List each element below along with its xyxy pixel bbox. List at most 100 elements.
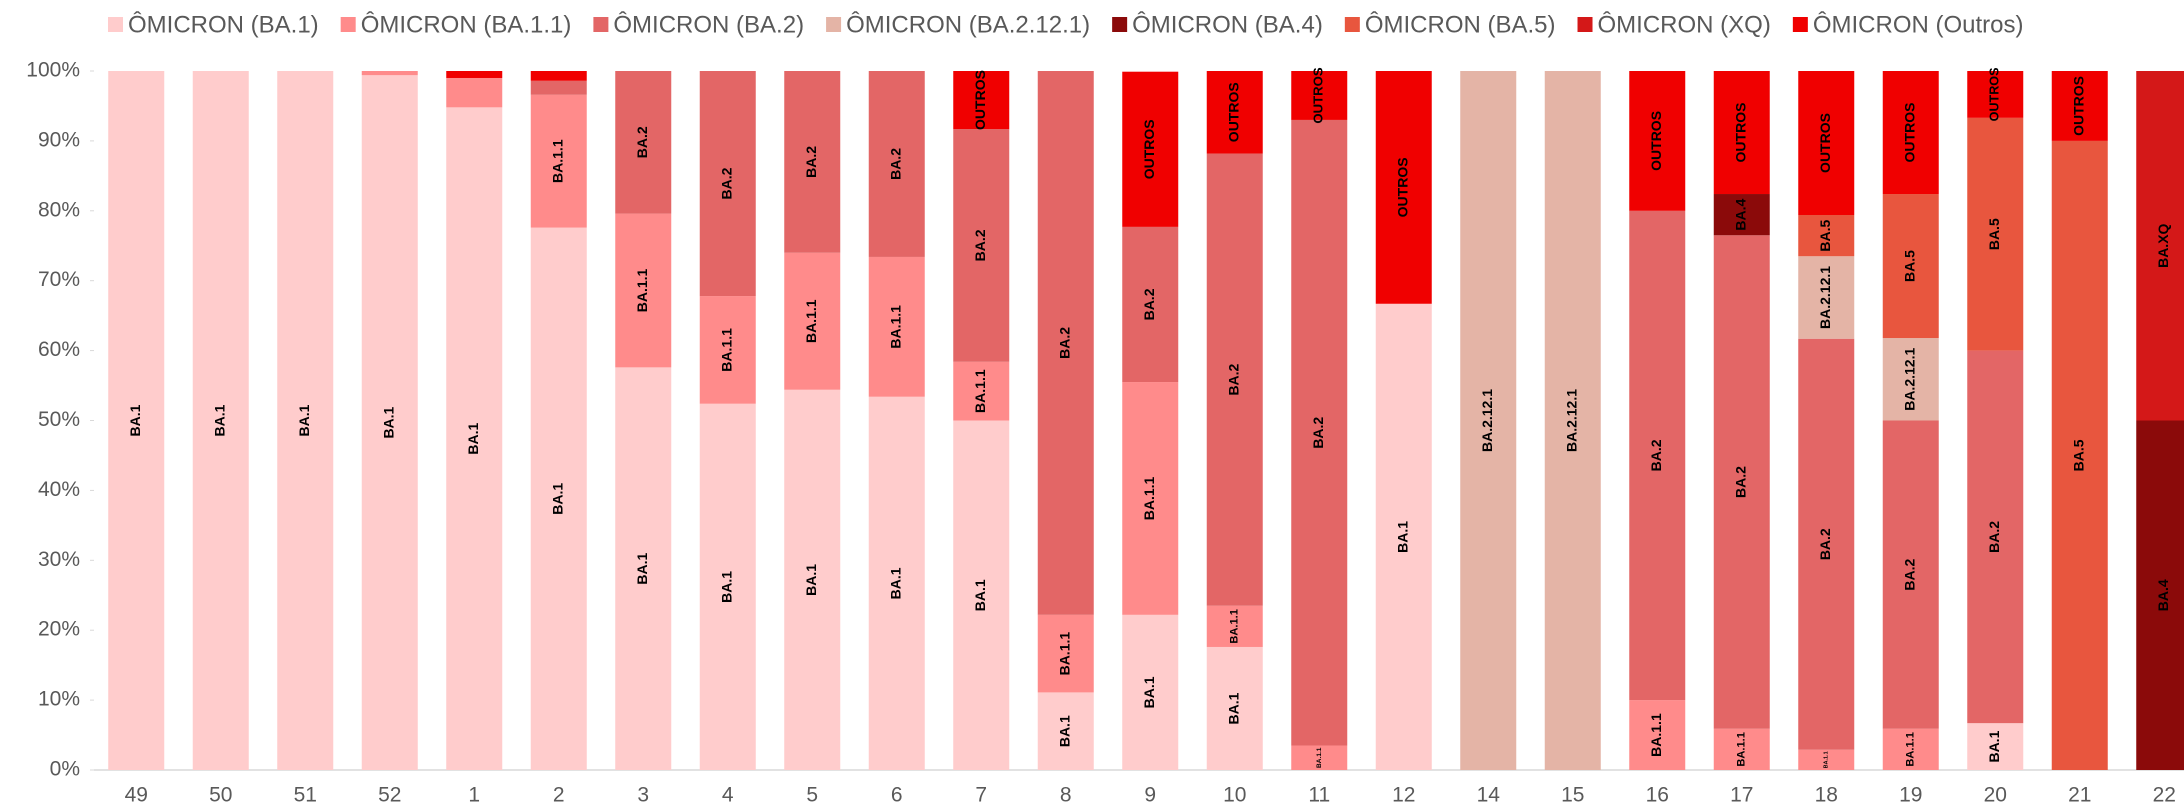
x-tick-label: 20 bbox=[1984, 784, 2007, 807]
x-tick-label: 18 bbox=[1815, 784, 1838, 807]
x-tick-label: 9 bbox=[1144, 784, 1156, 807]
segment-label: BA.2 bbox=[887, 148, 903, 180]
segment-label: BA.5 bbox=[1901, 250, 1917, 282]
legend-swatch bbox=[826, 17, 842, 32]
segment-label: BA.2.12.1 bbox=[1479, 389, 1495, 452]
bar-segment bbox=[1291, 745, 1348, 770]
legend-swatch bbox=[1344, 17, 1360, 32]
x-tick-label: 2 bbox=[553, 784, 565, 807]
segment-label: BA.1.1 bbox=[1229, 609, 1241, 643]
segment-label: BA.1.1 bbox=[803, 299, 819, 343]
bar-segment bbox=[2051, 140, 2108, 770]
x-tick-label: 21 bbox=[2068, 784, 2091, 807]
bar-segment bbox=[1713, 71, 1770, 195]
bar-segment bbox=[1375, 71, 1432, 304]
bar-segment bbox=[530, 227, 587, 771]
segment-label: BA.5 bbox=[2070, 439, 2086, 471]
segment-label: OUTROS bbox=[1817, 113, 1833, 173]
segment-label: OUTROS bbox=[1901, 103, 1917, 163]
segment-label: BA.1 bbox=[1394, 521, 1410, 553]
x-tick-label: 50 bbox=[209, 784, 232, 807]
y-tick-label: 10% bbox=[38, 688, 80, 711]
x-tick-label: 12 bbox=[1392, 784, 1415, 807]
x-tick-label: 6 bbox=[891, 784, 903, 807]
y-tick-label: 40% bbox=[38, 478, 80, 501]
legend-swatch bbox=[1577, 17, 1593, 32]
x-tick-label: 17 bbox=[1730, 784, 1753, 807]
segment-label: BA.1 bbox=[1141, 676, 1157, 708]
bar-segment bbox=[361, 75, 418, 771]
bar-segment bbox=[953, 129, 1010, 362]
segment-label: BA.1.1 bbox=[718, 328, 734, 372]
segment-label: BA.1 bbox=[549, 483, 565, 515]
segment-label: OUTROS bbox=[1648, 111, 1664, 171]
bar-segment bbox=[1291, 119, 1348, 746]
x-tick-label: 19 bbox=[1899, 784, 1922, 807]
x-tick-label: 4 bbox=[722, 784, 734, 807]
bar-segment bbox=[1460, 71, 1517, 770]
bar-segment bbox=[530, 71, 587, 81]
legend-swatch bbox=[593, 17, 609, 32]
segment-label: BA.5 bbox=[1986, 218, 2002, 250]
segment-label: BA.2 bbox=[1648, 439, 1664, 471]
bar-segment bbox=[446, 71, 503, 78]
bar-segment bbox=[108, 71, 165, 770]
x-tick-label: 5 bbox=[806, 784, 818, 807]
bar-segment bbox=[953, 361, 1010, 421]
segment-label: BA.2 bbox=[1310, 417, 1326, 449]
y-tick-label: 0% bbox=[50, 758, 80, 781]
bar-segment bbox=[1713, 194, 1770, 236]
bar-segment bbox=[615, 71, 672, 214]
legend-swatch bbox=[1792, 17, 1808, 32]
segment-label: OUTROS bbox=[1394, 157, 1410, 217]
bar-segment bbox=[1206, 153, 1263, 606]
segment-label: BA.2 bbox=[972, 229, 988, 261]
bar-segment bbox=[784, 252, 841, 390]
legend-label: ÔMICRON (XQ) bbox=[1598, 10, 1771, 38]
legend-label: ÔMICRON (BA.1.1) bbox=[361, 10, 572, 38]
x-tick-label: 10 bbox=[1223, 784, 1246, 807]
y-tick-label: 70% bbox=[38, 268, 80, 291]
x-tick-label: 7 bbox=[975, 784, 987, 807]
segment-label: OUTROS bbox=[1225, 82, 1241, 142]
y-tick-label: 50% bbox=[38, 408, 80, 431]
segment-label: BA.2.12.1 bbox=[1817, 266, 1833, 329]
bar-segment bbox=[1037, 71, 1094, 615]
bar-segment bbox=[1629, 210, 1686, 701]
x-tick-label: 16 bbox=[1646, 784, 1669, 807]
x-tick-label: 15 bbox=[1561, 784, 1584, 807]
segment-label: BA.2 bbox=[1056, 327, 1072, 359]
segment-label: BA.1 bbox=[380, 406, 396, 438]
segment-label: BA.1 bbox=[718, 571, 734, 603]
segment-label: BA.1.1 bbox=[1824, 751, 1830, 768]
segment-label: BA.1 bbox=[211, 404, 227, 436]
bar-segment bbox=[530, 94, 587, 228]
segment-label: BA.2 bbox=[1141, 288, 1157, 320]
segment-label: OUTROS bbox=[1988, 68, 2002, 122]
y-tick-label: 60% bbox=[38, 338, 80, 361]
bar-segment bbox=[1967, 71, 2024, 118]
bar-segment bbox=[1713, 728, 1770, 770]
legend-label: ÔMICRON (Outros) bbox=[1813, 10, 2024, 38]
bar-segment bbox=[699, 403, 756, 770]
bar-segment bbox=[1798, 214, 1855, 257]
y-tick-label: 20% bbox=[38, 618, 80, 641]
segment-label: BA.1.1 bbox=[1316, 747, 1323, 768]
segment-label: BA.1 bbox=[465, 423, 481, 455]
segment-label: OUTROS bbox=[1141, 119, 1157, 179]
x-tick-label: 1 bbox=[468, 784, 480, 807]
segment-label: BA.2 bbox=[1986, 521, 2002, 553]
segment-label: BA.1.1 bbox=[549, 139, 565, 183]
segment-label: BA.1 bbox=[634, 553, 650, 585]
segment-label: BA.2 bbox=[1225, 363, 1241, 395]
bar-segment bbox=[1122, 226, 1179, 383]
legend-label: ÔMICRON (BA.2) bbox=[613, 10, 804, 38]
x-tick-label: 51 bbox=[294, 784, 317, 807]
bar-segment bbox=[868, 396, 925, 770]
bar-segment bbox=[1882, 420, 1939, 729]
y-tick-label: 100% bbox=[26, 59, 80, 82]
segment-label: BA.1 bbox=[1225, 692, 1241, 724]
segment-label: OUTROS bbox=[1732, 103, 1748, 163]
bar-segment bbox=[784, 389, 841, 770]
